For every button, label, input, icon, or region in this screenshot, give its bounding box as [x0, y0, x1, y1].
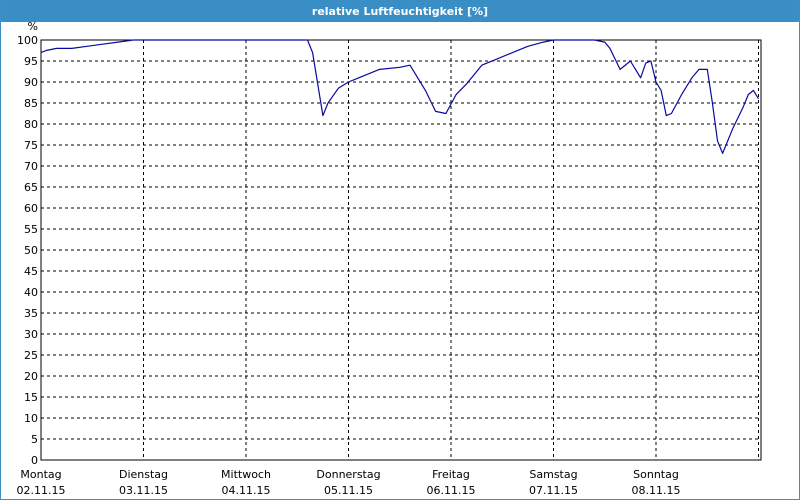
x-tick-date-label: 04.11.15	[222, 484, 271, 497]
y-tick-label: 40	[24, 286, 38, 299]
x-tick-day-label: Mittwoch	[221, 468, 271, 481]
x-tick-day-label: Donnerstag	[316, 468, 380, 481]
x-tick-day-label: Sonntag	[633, 468, 679, 481]
chart-title: relative Luftfeuchtigkeit [%]	[1, 0, 799, 22]
y-tick-label: 60	[24, 202, 38, 215]
x-tick-day-label: Montag	[20, 468, 61, 481]
y-tick-label: 100	[17, 34, 38, 47]
y-tick-label: 10	[24, 412, 38, 425]
y-tick-label: 35	[24, 307, 38, 320]
x-tick-date-label: 06.11.15	[427, 484, 476, 497]
x-tick-date-label: 08.11.15	[632, 484, 681, 497]
y-tick-label: 55	[24, 223, 38, 236]
y-tick-label: 75	[24, 139, 38, 152]
y-tick-label: 5	[31, 433, 38, 446]
x-tick-date-label: 03.11.15	[119, 484, 168, 497]
x-tick-day-label: Dienstag	[119, 468, 168, 481]
y-tick-label: 25	[24, 349, 38, 362]
x-tick-date-label: 05.11.15	[324, 484, 373, 497]
y-tick-label: 85	[24, 97, 38, 110]
y-tick-label: 0	[31, 454, 38, 467]
y-tick-label: 90	[24, 76, 38, 89]
y-tick-label: 50	[24, 244, 38, 257]
y-tick-label: 30	[24, 328, 38, 341]
humidity-series-line	[40, 39, 760, 154]
x-tick-date-label: 07.11.15	[529, 484, 578, 497]
y-tick-label: 20	[24, 370, 38, 383]
y-tick-label: 45	[24, 265, 38, 278]
y-axis-label: %	[28, 20, 38, 33]
y-tick-label: 70	[24, 160, 38, 173]
y-tick-label: 65	[24, 181, 38, 194]
x-tick-day-label: Samstag	[529, 468, 577, 481]
plot-frame	[40, 39, 762, 461]
y-tick-label: 95	[24, 55, 38, 68]
y-tick-label: 15	[24, 391, 38, 404]
y-tick-label: 80	[24, 118, 38, 131]
x-tick-date-label: 02.11.15	[17, 484, 66, 497]
x-tick-day-label: Freitag	[432, 468, 470, 481]
